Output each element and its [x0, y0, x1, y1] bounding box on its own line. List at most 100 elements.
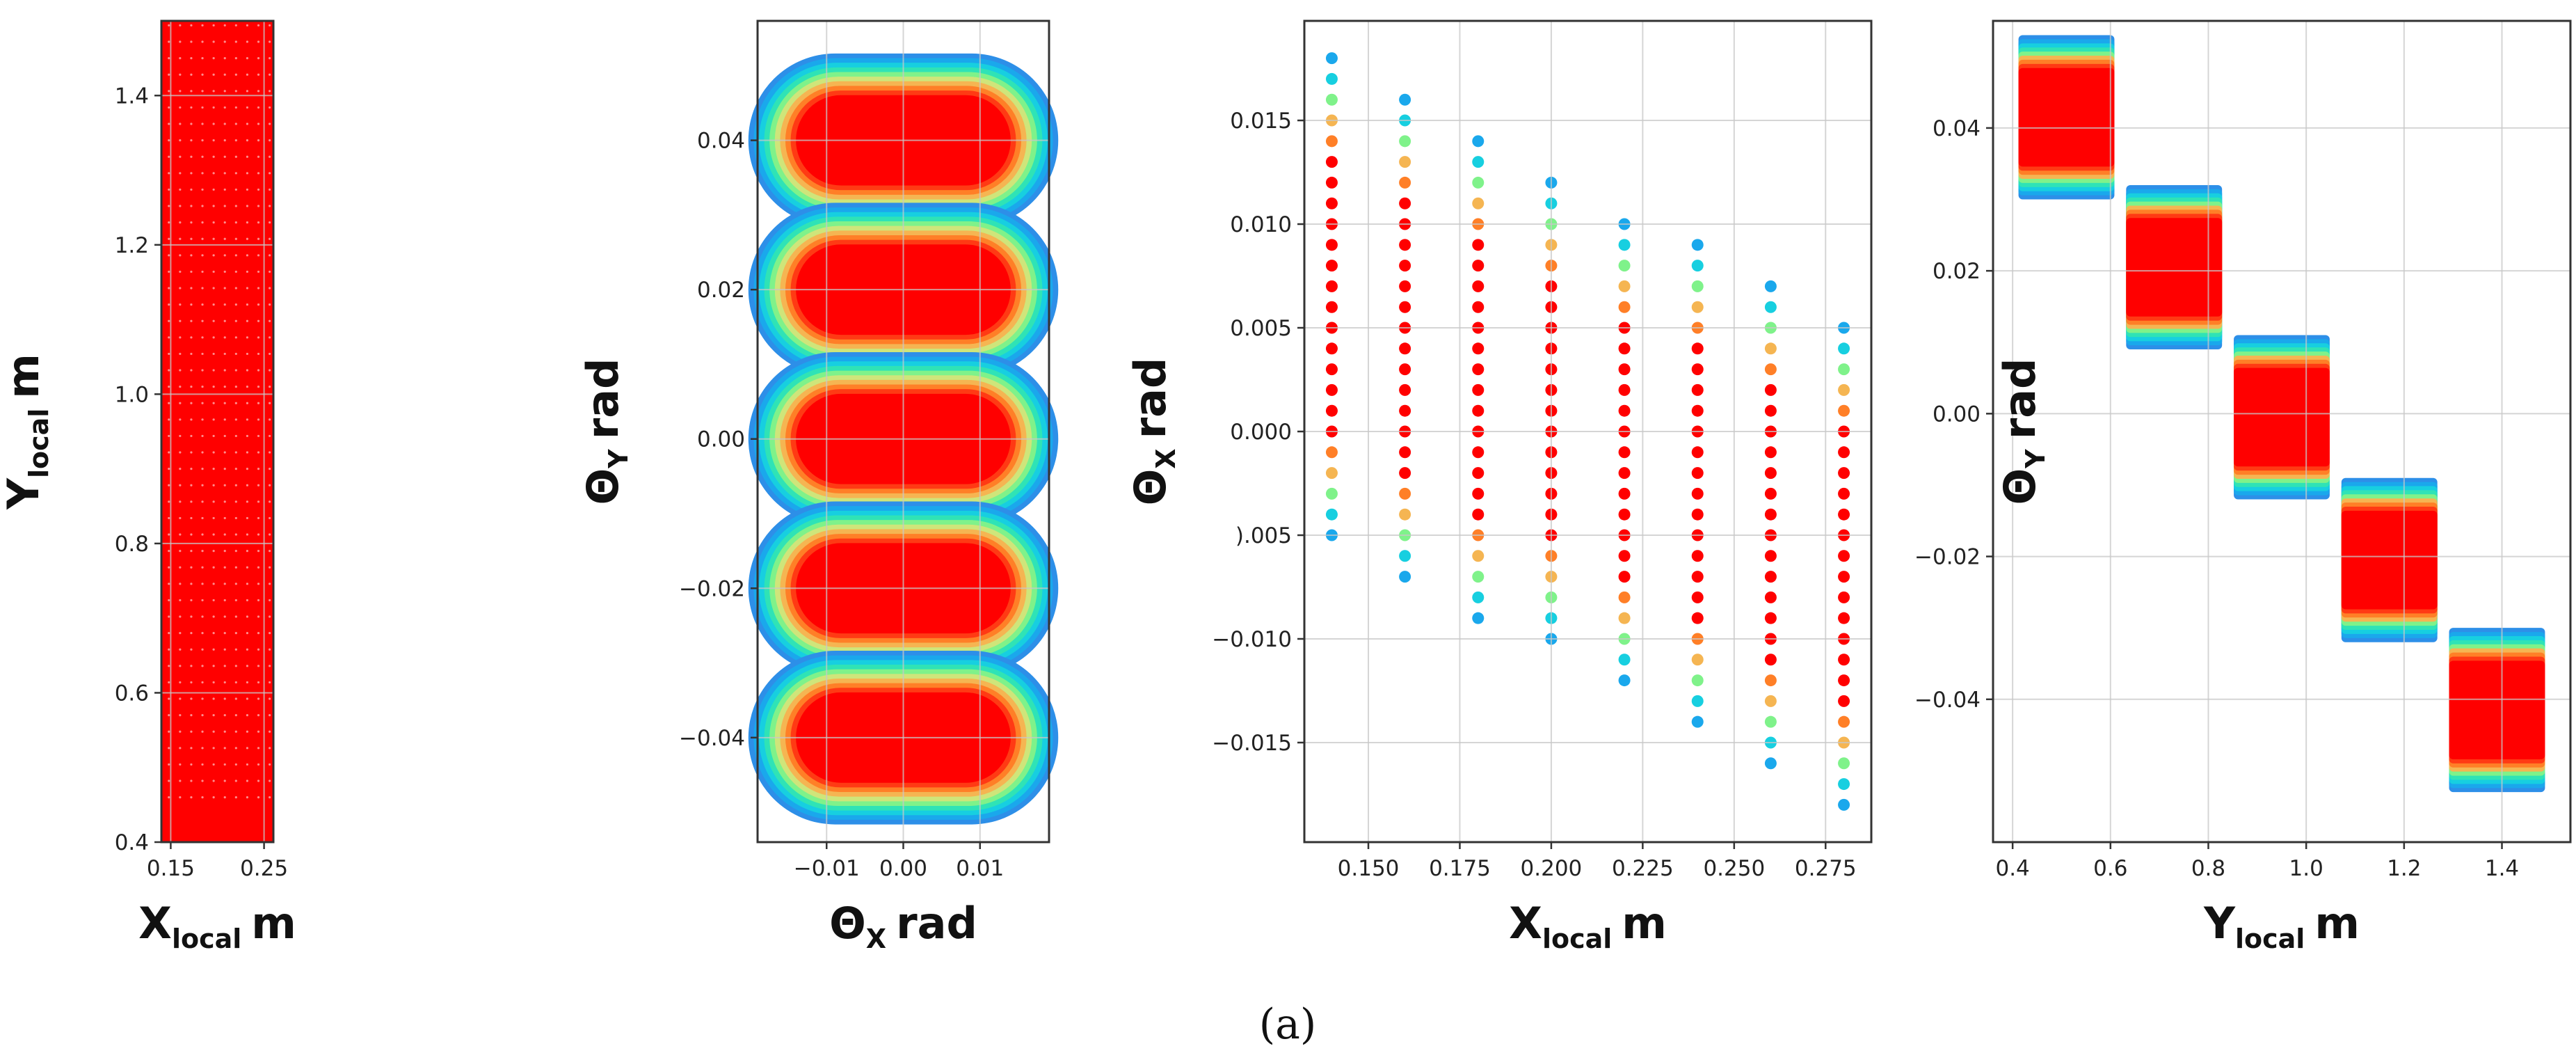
data-point: [269, 451, 271, 454]
data-point: [257, 205, 260, 207]
data-point: [1764, 550, 1777, 562]
data-point: [212, 205, 215, 207]
data-point: [190, 615, 193, 618]
data-point: [1838, 550, 1850, 562]
data-point: [212, 468, 215, 470]
y-axis-label: ΘXrad: [1125, 358, 1181, 506]
data-point: [1691, 550, 1704, 562]
data-point: [212, 566, 215, 569]
data-point: [1691, 301, 1704, 313]
data-point: [168, 336, 170, 339]
data-point: [201, 237, 204, 240]
data-point: [1691, 591, 1704, 603]
data-point: [212, 681, 215, 684]
data-point: [269, 681, 271, 684]
data-point: [246, 796, 249, 799]
data-point: [179, 779, 182, 782]
data-point: [190, 796, 193, 799]
x-axis-label: Ylocal m: [2203, 898, 2360, 954]
x-axis-label-sub: X: [866, 924, 886, 954]
data-point: [1472, 280, 1485, 292]
data-point: [1691, 612, 1704, 624]
data-point: [168, 516, 170, 520]
data-point: [234, 697, 237, 700]
x-axis-label-main: X: [1509, 898, 1542, 949]
data-point: [269, 73, 271, 76]
data-point: [1472, 342, 1485, 355]
data-point: [257, 550, 260, 553]
data-point: [1325, 52, 1338, 65]
data-point: [246, 648, 249, 651]
data-point: [201, 155, 204, 158]
data-point: [168, 418, 170, 421]
data-point: [1618, 260, 1631, 272]
y-axis-label-unit: m: [0, 354, 49, 399]
data-point: [1838, 487, 1850, 500]
data-point: [257, 632, 260, 635]
x-tick-label: 1.4: [2485, 856, 2519, 881]
data-point: [201, 550, 204, 553]
data-point: [201, 172, 204, 175]
data-point: [190, 599, 193, 602]
data-point: [201, 747, 204, 750]
data-point: [257, 40, 260, 43]
data-point: [1618, 508, 1631, 521]
data-point: [257, 188, 260, 191]
data-point: [269, 665, 271, 667]
data-point: [168, 40, 170, 43]
data-point: [269, 714, 271, 717]
data-point: [234, 681, 237, 684]
data-point: [168, 122, 170, 125]
data-point: [223, 40, 226, 43]
data-point: [223, 205, 226, 207]
data-point: [1691, 383, 1704, 396]
data-point: [1325, 156, 1338, 168]
x-tick-label: 1.0: [2289, 856, 2323, 881]
data-point: [212, 599, 215, 602]
data-point: [246, 615, 249, 618]
data-point: [168, 155, 170, 158]
data-point: [246, 237, 249, 240]
data-point: [269, 122, 271, 125]
data-point: [201, 566, 204, 569]
data-point: [257, 796, 260, 799]
y-tick-label: −0.02: [679, 576, 745, 601]
data-point: [269, 188, 271, 191]
data-point: [269, 583, 271, 585]
y-tick-label: 0.00: [697, 427, 745, 452]
data-point: [269, 40, 271, 43]
data-point: [179, 583, 182, 585]
data-point: [223, 221, 226, 224]
data-point: [212, 336, 215, 339]
gridlines: [758, 21, 1049, 842]
data-point: [234, 516, 237, 520]
data-point: [223, 434, 226, 438]
data-point: [1472, 156, 1485, 168]
data-point: [1472, 612, 1485, 624]
data-point: [168, 57, 170, 60]
data-point: [246, 172, 249, 175]
y-axis-label-main: Y: [0, 477, 49, 510]
data-point: [179, 566, 182, 569]
data-point: [179, 500, 182, 503]
data-point: [1472, 260, 1485, 272]
data-point: [269, 516, 271, 520]
block-density-band: [2018, 68, 2115, 167]
data-point: [246, 24, 249, 27]
data-point: [201, 221, 204, 224]
data-point: [168, 615, 170, 618]
data-point: [190, 730, 193, 733]
data-point: [179, 237, 182, 240]
data-point: [234, 402, 237, 404]
data-point: [179, 188, 182, 191]
data-point: [1618, 301, 1631, 313]
data-point: [179, 205, 182, 207]
data-point: [201, 714, 204, 717]
data-point: [168, 270, 170, 274]
data-point: [190, 402, 193, 404]
uniform-point-fill: [161, 21, 273, 842]
data-point: [257, 106, 260, 109]
data-point: [246, 221, 249, 224]
data-point: [1472, 197, 1485, 209]
data-point: [212, 714, 215, 717]
